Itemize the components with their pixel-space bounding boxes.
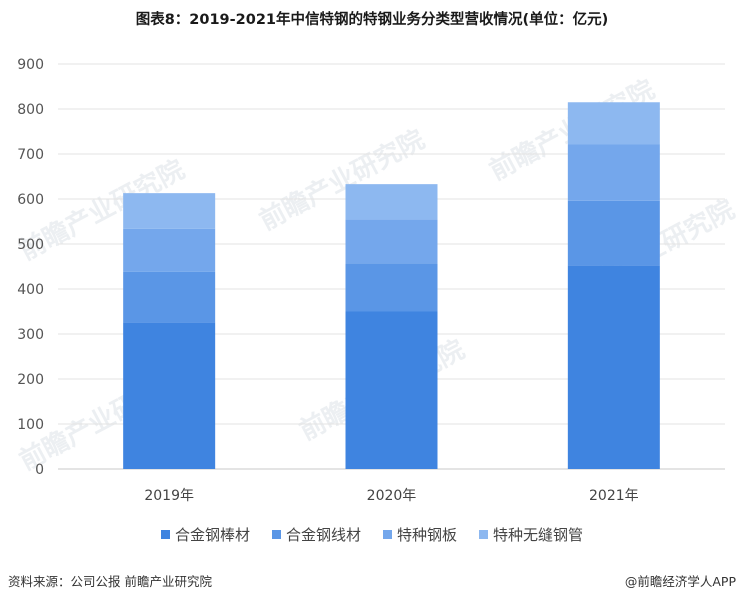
chart-legend: 合金钢棒材 合金钢线材 特种钢板 特种无缝钢管 — [0, 524, 744, 545]
x-tick-label: 2021年 — [589, 488, 639, 504]
bar-segment — [123, 271, 216, 323]
y-tick-label: 700 — [17, 147, 44, 163]
bar-segment — [567, 265, 660, 469]
bar-segment — [567, 102, 660, 145]
legend-swatch — [479, 530, 489, 539]
bar-segment — [567, 144, 660, 201]
legend-label: 合金钢线材 — [285, 526, 361, 544]
legend-label: 特种无缝钢管 — [493, 526, 584, 544]
bar-segment — [345, 263, 438, 312]
y-tick-label: 300 — [17, 327, 44, 343]
source-note: 资料来源：公司公报 前瞻产业研究院 — [8, 574, 212, 589]
legend-label: 合金钢棒材 — [174, 526, 250, 544]
legend-item: 合金钢线材 — [271, 524, 361, 545]
y-tick-label: 100 — [17, 417, 44, 433]
y-tick-label: 200 — [17, 372, 44, 388]
chart-title: 图表8：2019-2021年中信特钢的特钢业务分类型营收情况(单位：亿元) — [135, 12, 609, 28]
x-tick-label: 2020年 — [367, 488, 417, 504]
bar-segment — [123, 322, 216, 469]
bar-segment — [345, 219, 438, 264]
legend-item: 特种无缝钢管 — [479, 524, 583, 545]
bar-segment — [345, 184, 438, 220]
y-tick-label: 600 — [17, 192, 44, 208]
footer: 资料来源：公司公报 前瞻产业研究院 @前瞻经济学人APP — [8, 571, 736, 590]
bar-segment — [345, 311, 438, 469]
legend-label: 特种钢板 — [397, 526, 458, 544]
legend-swatch — [271, 530, 281, 539]
y-tick-label: 500 — [17, 237, 44, 253]
x-tick-label: 2019年 — [144, 488, 194, 504]
bar-segment — [123, 228, 216, 272]
bar-segment — [123, 193, 216, 229]
brand-note: @前瞻经济学人APP — [624, 574, 736, 589]
y-tick-label: 900 — [17, 57, 44, 73]
legend-item: 特种钢板 — [383, 524, 457, 545]
y-tick-label: 800 — [17, 102, 44, 118]
legend-item: 合金钢棒材 — [160, 524, 250, 545]
legend-swatch — [160, 530, 170, 539]
legend-swatch — [383, 530, 392, 539]
bar-segment — [567, 200, 660, 266]
stacked-bar-chart: 0 100 200 300 400 500 600 700 800 900 2019年 2020年 20… — [17, 57, 725, 504]
y-tick-label: 400 — [17, 282, 44, 298]
y-tick-label: 0 — [35, 462, 44, 478]
